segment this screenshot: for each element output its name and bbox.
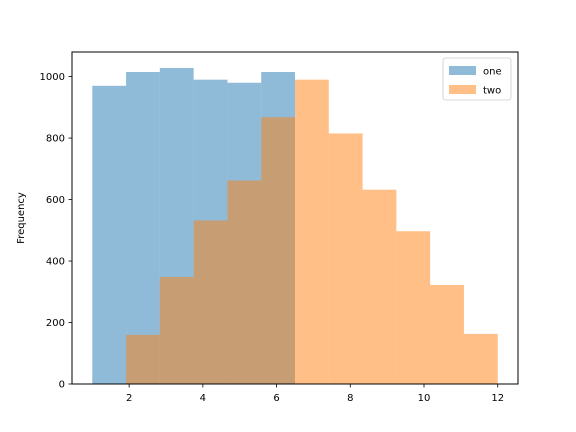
y-axis: 0 200 400 600 800 1000 <box>40 72 72 391</box>
bar-two-5 <box>261 117 295 384</box>
x-tick-label: 10 <box>418 393 431 404</box>
legend-swatch-one <box>449 66 476 75</box>
x-tick-label: 6 <box>273 393 279 404</box>
legend-label-two: two <box>483 86 501 97</box>
bar-two-7 <box>328 133 363 384</box>
y-tick-label: 800 <box>46 134 65 145</box>
bar-one-2 <box>126 71 160 385</box>
bar-two-8 <box>362 189 397 384</box>
y-axis-label: Frequency <box>16 192 27 244</box>
legend: one two <box>442 57 512 101</box>
bar-two-10 <box>430 285 464 384</box>
y-tick-label: 400 <box>46 257 65 268</box>
axes-frame <box>71 51 519 385</box>
bar-two-3 <box>193 220 228 384</box>
bar-two-9 <box>396 231 431 384</box>
y-tick-label: 200 <box>46 318 65 329</box>
x-axis: 2 4 6 8 10 12 <box>126 384 504 404</box>
y-tick-label: 1000 <box>40 72 65 83</box>
bar-one-1 <box>92 85 127 384</box>
bar-two-6 <box>295 79 329 385</box>
bar-two-4 <box>227 180 262 384</box>
legend-label-one: one <box>483 67 502 78</box>
bar-two-11 <box>463 333 498 384</box>
x-tick-label: 12 <box>491 393 504 404</box>
y-tick-label: 600 <box>46 195 65 206</box>
x-tick-label: 4 <box>200 393 206 404</box>
legend-swatch-two <box>449 85 476 94</box>
bar-two-2 <box>159 277 194 384</box>
x-tick-label: 2 <box>126 393 132 404</box>
bars-layer <box>92 67 498 385</box>
x-tick-label: 8 <box>347 393 353 404</box>
y-tick-label: 0 <box>59 380 65 391</box>
bar-two-1 <box>126 334 160 384</box>
